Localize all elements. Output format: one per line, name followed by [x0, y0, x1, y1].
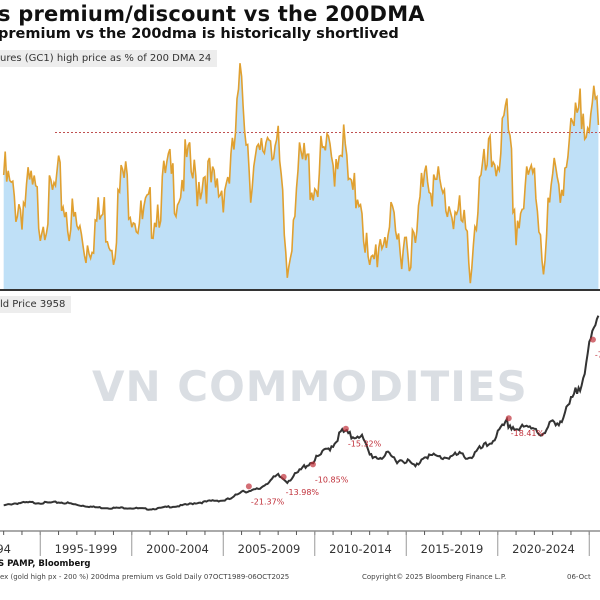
copyright: Copyright© 2025 Bloomberg Finance L.P. — [362, 573, 507, 581]
chart-title: s premium/discount vs the 200DMA — [0, 2, 425, 26]
gold-price-legend: ld Price 3958 — [0, 296, 72, 313]
drawdown-label: -10.85% — [315, 475, 349, 484]
premium-series-line — [2, 63, 600, 284]
date-stamp: 06-Oct — [567, 573, 591, 581]
premium-panel — [0, 63, 600, 291]
drawdown-marker — [309, 461, 316, 468]
gold-price-line — [3, 315, 600, 511]
x-tick-label: 2020-2024 — [512, 542, 575, 556]
drawdown-marker — [280, 473, 287, 480]
x-tick-label: 2005-2009 — [237, 542, 301, 556]
drawdown-marker — [505, 415, 512, 422]
x-tick-label: 2010-2014 — [329, 542, 392, 556]
chart-subtitle: premium vs the 200dma is historically sh… — [0, 26, 399, 42]
x-axis — [0, 530, 600, 556]
drawdown-label: -15.32% — [348, 440, 382, 449]
drawdown-label: -13.98% — [286, 488, 320, 497]
drawdown-marker — [342, 425, 349, 432]
premium-legend: ures (GC1) high price as % of 200 DMA 24 — [0, 50, 218, 67]
drawdown-label: -18.41% — [511, 429, 545, 438]
gold-price-panel: -21.37%-13.98% -10.85% -15.32% -18.41% -7.2 — [3, 315, 600, 511]
drawdown-label: -21.37% — [251, 497, 285, 506]
x-tick-label: 2015-2019 — [420, 542, 484, 556]
premium-fill-area — [3, 63, 599, 290]
drawdown-marker — [245, 483, 252, 490]
watermark: VN COMMODITIES — [92, 362, 528, 411]
source-text: S PAMP, Bloomberg — [0, 559, 91, 569]
drawdown-marker — [589, 336, 596, 343]
drawdown-label: -7.2 — [595, 351, 600, 360]
x-tick-label: 2000-2004 — [146, 542, 209, 556]
footnote: lex (gold high px - 200 %) 200dma premiu… — [0, 573, 290, 581]
x-tick-label: 1994 — [0, 542, 11, 556]
x-tick-label: 1995-1999 — [54, 542, 118, 556]
